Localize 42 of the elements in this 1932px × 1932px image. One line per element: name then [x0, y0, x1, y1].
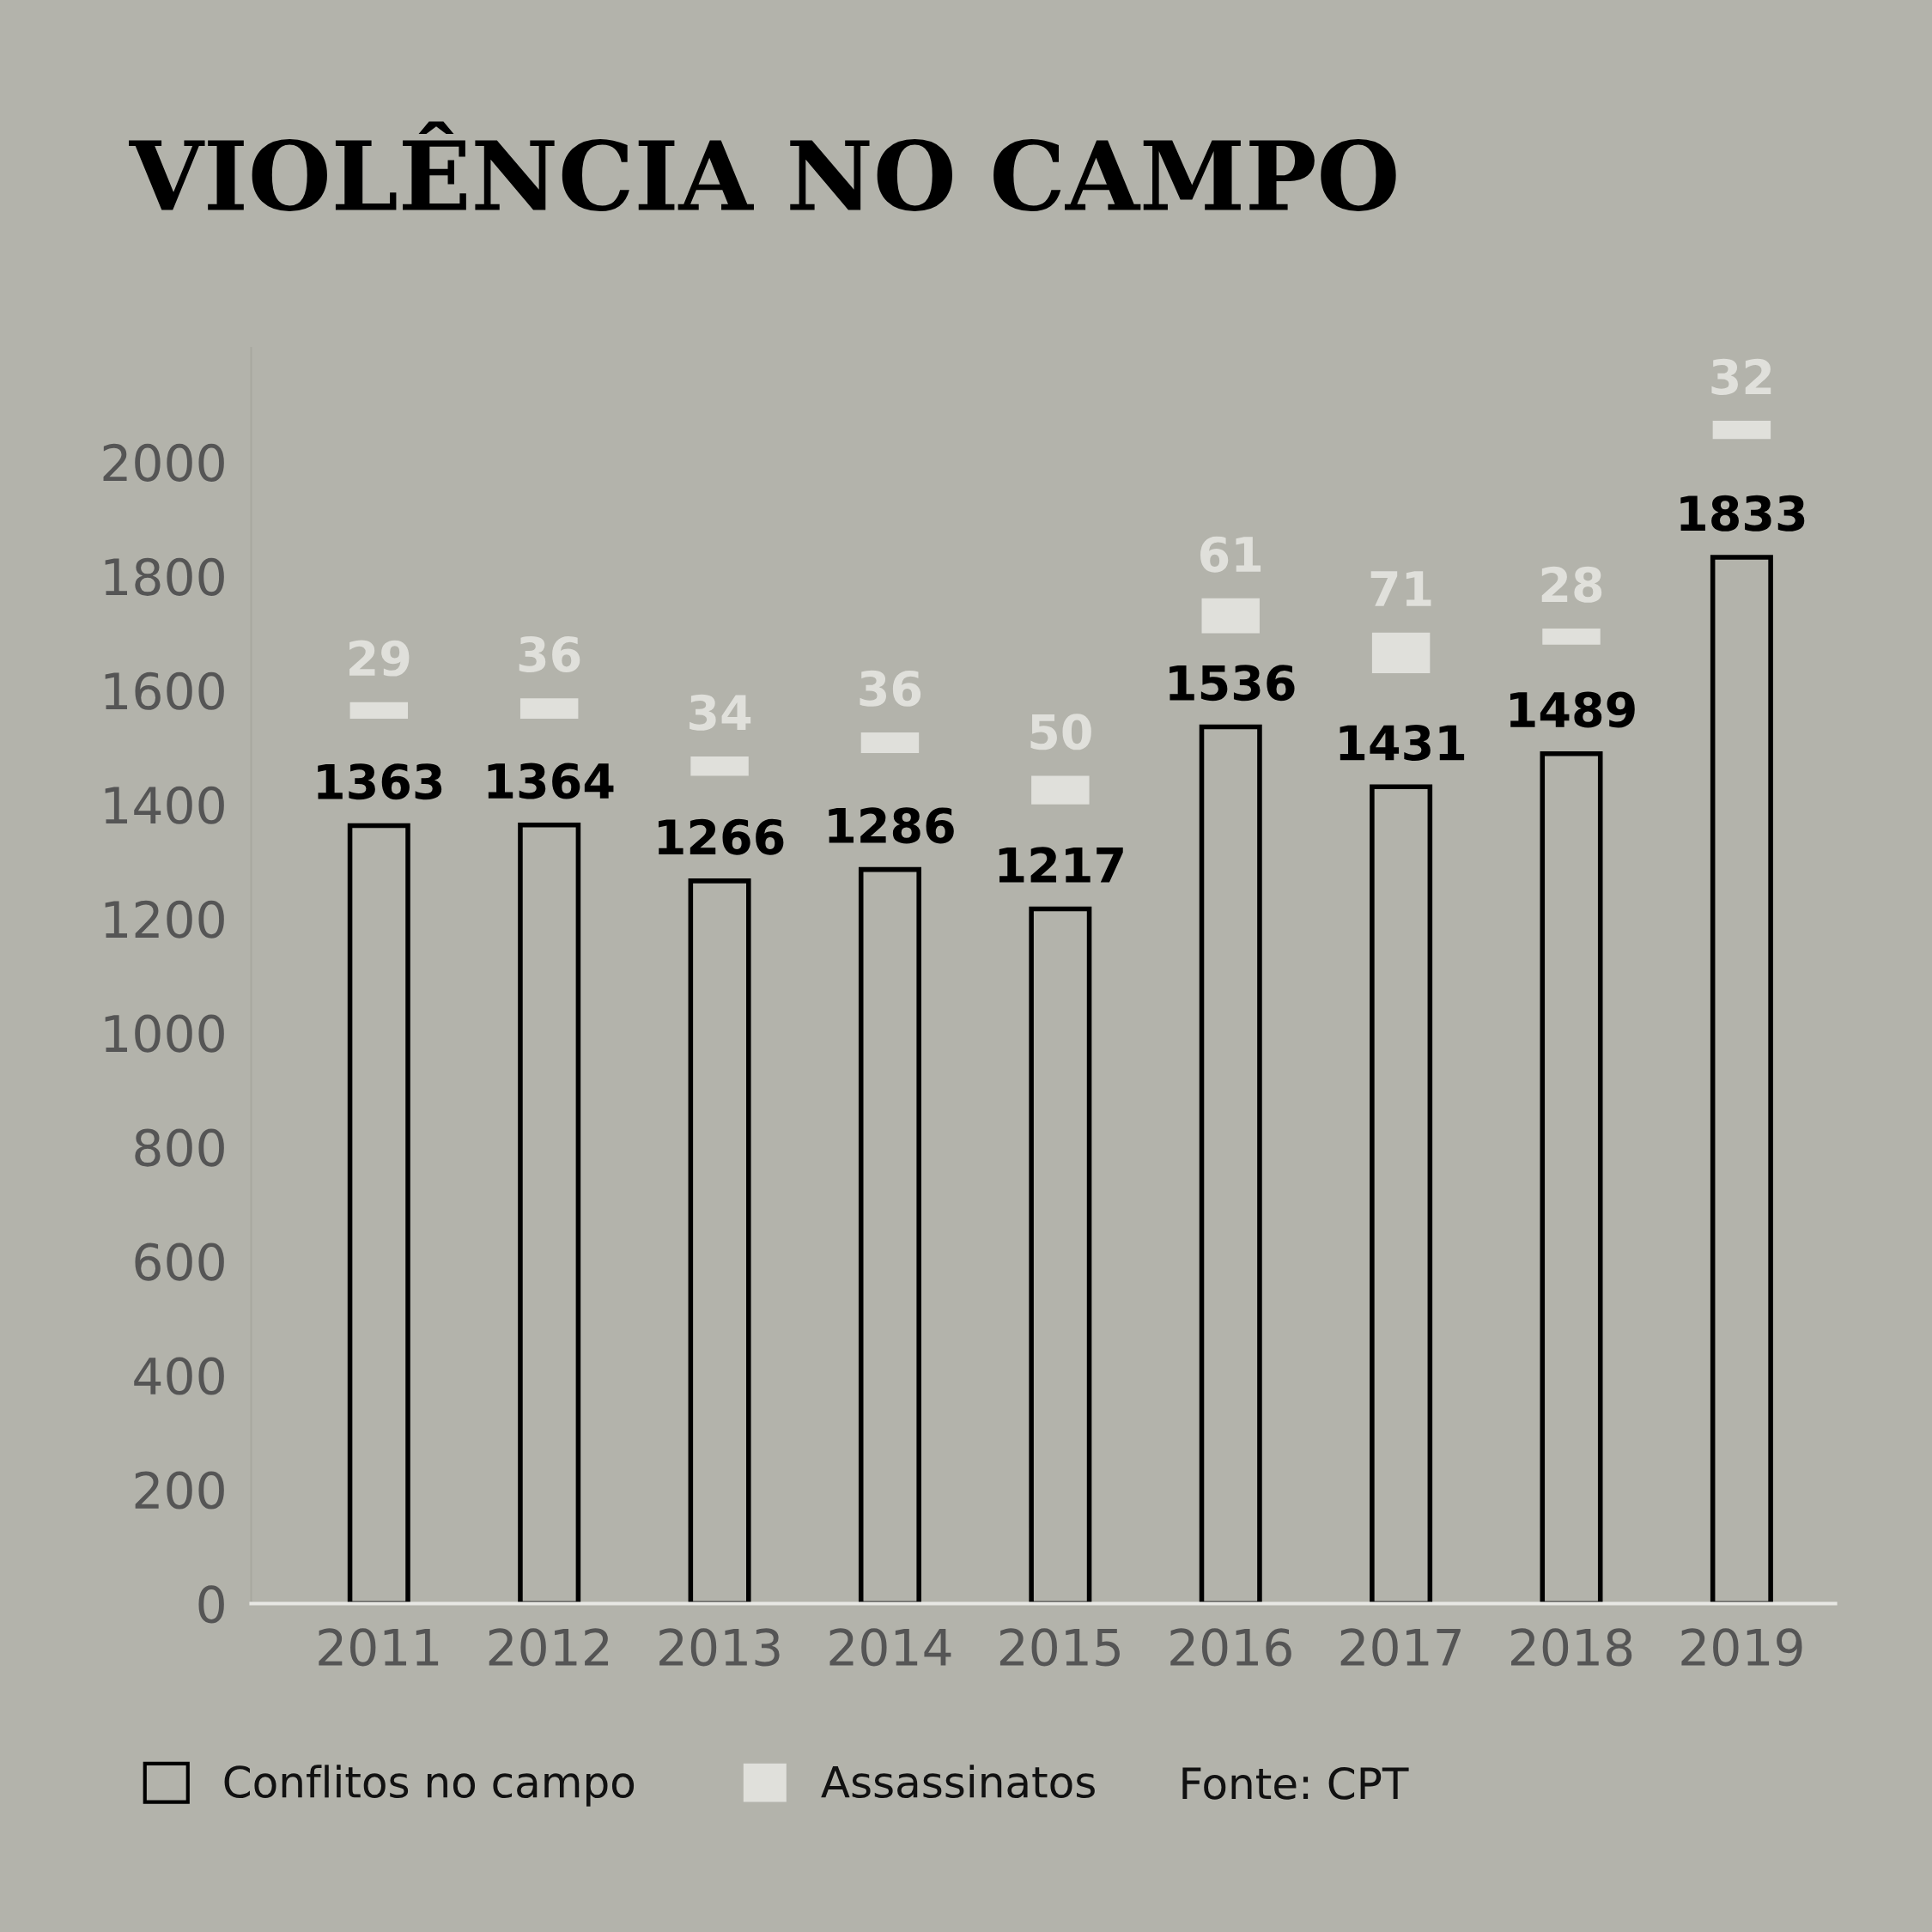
y-tick-label: 200: [135, 1471, 224, 1510]
bar: [1542, 629, 1601, 645]
x-tick-label: 2016: [1170, 1628, 1291, 1667]
bar: [690, 756, 749, 776]
y-tick-label: 1000: [105, 1014, 224, 1053]
y-tick-label: 600: [135, 1242, 224, 1281]
bar: [860, 732, 920, 753]
legend-label: Conflitos no campo: [224, 1765, 635, 1807]
x-tick-label: 2012: [489, 1628, 609, 1667]
data-label: 1217: [999, 847, 1123, 883]
y-tick-label: 1400: [105, 786, 224, 824]
data-label: 1364: [488, 762, 614, 799]
y-tick-label: 0: [198, 1585, 224, 1624]
data-label: 1536: [1170, 665, 1295, 702]
x-tick-label: 2015: [999, 1628, 1120, 1667]
legend-label: Assassinatos: [821, 1765, 1095, 1799]
data-label: 1431: [1340, 724, 1465, 761]
y-tick-label: 400: [134, 1357, 224, 1395]
source-note: Fonte: CPT: [1182, 1766, 1409, 1800]
bar: [1031, 775, 1090, 805]
x-tick-label: 2017: [1340, 1628, 1461, 1667]
bar: [349, 702, 409, 720]
chart-title: VIOLÊNCIA NO CAMPO: [129, 121, 1396, 211]
bar: [1712, 421, 1771, 440]
y-tick-label: 800: [135, 1128, 224, 1167]
y-tick-label: 1800: [105, 557, 224, 596]
bar: [1371, 632, 1431, 673]
data-label: 1286: [829, 807, 954, 844]
y-tick-label: 1200: [105, 900, 224, 939]
x-tick-label: 2013: [659, 1628, 780, 1667]
data-label: 1833: [1680, 495, 1805, 532]
bar: [519, 698, 579, 720]
data-label: 1489: [1510, 691, 1635, 728]
x-tick-label: 2019: [1681, 1628, 1802, 1667]
bar: [1201, 598, 1260, 634]
x-tick-label: 2011: [319, 1628, 439, 1667]
x-tick-label: 2018: [1511, 1628, 1632, 1667]
y-tick-label: 2000: [103, 443, 224, 482]
data-label: 1266: [659, 818, 784, 855]
data-label: 1363: [318, 763, 442, 800]
x-tick-label: 2014: [829, 1628, 951, 1667]
y-tick-label: 1600: [105, 671, 224, 710]
